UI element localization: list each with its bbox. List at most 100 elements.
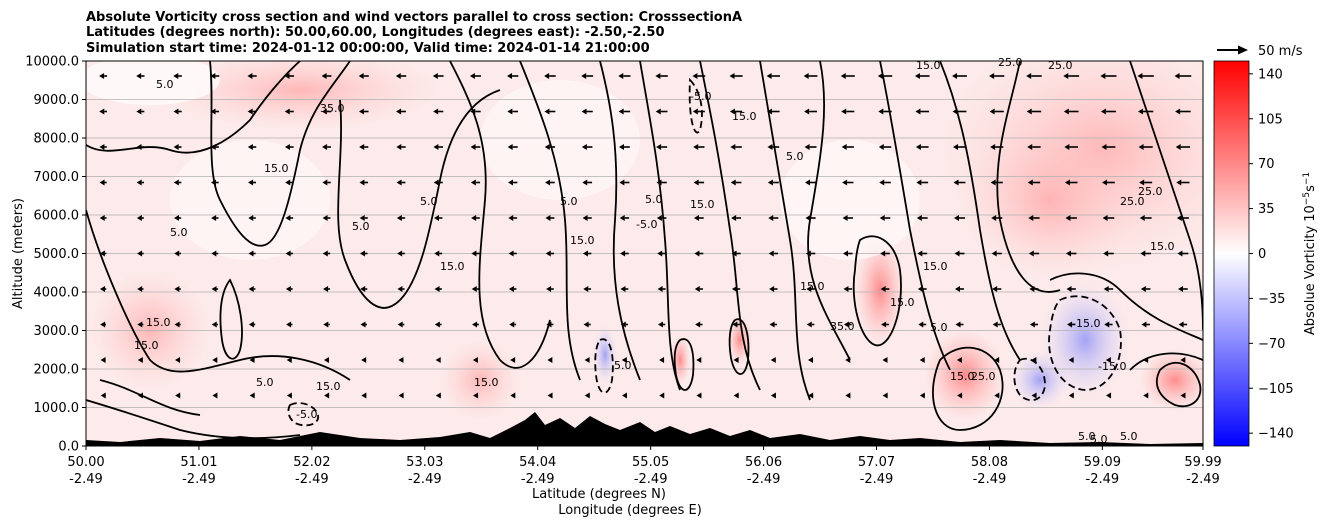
contour-label: 5.0 xyxy=(930,321,948,334)
colorbar-tick-label: 140 xyxy=(1258,67,1283,82)
x-tick-label-latitude: 53.03 xyxy=(406,455,443,470)
wind-arrow xyxy=(1063,73,1080,79)
wind-arrow xyxy=(100,286,107,292)
contour-label: 15.0 xyxy=(440,260,465,273)
wind-arrow xyxy=(99,108,107,115)
wind-arrow xyxy=(1102,179,1115,186)
wind-arrow xyxy=(1143,357,1149,363)
wind-arrow xyxy=(731,250,741,257)
contour-label: 25.0 xyxy=(1138,185,1163,198)
wind-arrow xyxy=(804,108,817,115)
x-tick-label-longitude: -2.49 xyxy=(408,472,442,487)
wind-arrow xyxy=(286,357,292,363)
wind-arrow xyxy=(173,144,182,150)
wind-arrow xyxy=(175,357,181,363)
wind-arrow xyxy=(992,286,1002,292)
wind-arrow xyxy=(1180,392,1186,399)
wind-arrow xyxy=(247,73,257,79)
wind-arrow xyxy=(915,144,929,150)
wind-arrow xyxy=(508,286,517,292)
wind-arrow xyxy=(806,321,815,328)
fill-blob xyxy=(855,235,905,345)
wind-vectors xyxy=(99,73,1192,399)
colorbar-tick-label: 35 xyxy=(1258,202,1275,217)
wind-arrow xyxy=(696,357,702,363)
wind-arrow xyxy=(174,215,182,221)
grid-lines xyxy=(86,99,1203,408)
wind-arrow xyxy=(1104,321,1113,328)
wind-arrow xyxy=(768,250,778,257)
wind-arrow xyxy=(435,357,441,363)
x-tick-label-latitude: 59.09 xyxy=(1084,455,1121,470)
wind-arrow xyxy=(210,73,220,79)
x-tick-label-longitude: -2.49 xyxy=(69,472,103,487)
wind-arrow xyxy=(211,321,218,328)
wind-arrow xyxy=(397,321,405,328)
wind-arrow xyxy=(1175,144,1191,150)
wind-arrow xyxy=(136,73,145,79)
wind-arrow xyxy=(284,108,294,115)
contour-line xyxy=(932,346,1004,431)
wind-arrow xyxy=(137,250,144,257)
wind-arrow xyxy=(136,144,145,150)
y-tick-label: 6000.0 xyxy=(34,209,80,224)
fill-blob xyxy=(1140,350,1203,410)
wind-arrow xyxy=(1064,144,1079,150)
wind-arrow xyxy=(545,215,555,221)
x-tick-label-latitude: 54.04 xyxy=(519,455,556,470)
wind-arrow xyxy=(621,392,627,399)
wind-arrow xyxy=(1177,250,1189,257)
colorbar-tick-label: −140 xyxy=(1258,427,1294,442)
wind-arrow xyxy=(692,108,705,115)
wind-arrow xyxy=(731,286,741,292)
wind-arrow xyxy=(396,108,406,115)
wind-arrow xyxy=(803,73,818,79)
wind-arrow xyxy=(470,108,481,115)
contour-label: 15.0 xyxy=(950,370,975,383)
wind-arrow xyxy=(952,73,967,79)
wind-arrow xyxy=(472,321,479,328)
x-axis: 50.00 -2.49 51.01 -2.49 52.02 -2.49 53.03 -2.49… xyxy=(67,446,1222,487)
wind-arrow xyxy=(284,73,295,79)
wind-arrow xyxy=(655,73,668,79)
fill-blob xyxy=(480,80,640,200)
wind-arrow xyxy=(100,321,107,328)
wind-arrow xyxy=(584,392,590,399)
wind-arrow xyxy=(248,250,256,257)
contour-label: 5.0 xyxy=(256,376,274,389)
wind-arrow xyxy=(693,144,705,150)
wind-arrow xyxy=(618,108,631,115)
wind-arrow xyxy=(175,392,181,399)
wind-arrow xyxy=(322,250,331,257)
wind-arrow xyxy=(919,357,925,363)
wind-arrow xyxy=(323,321,330,328)
title-line-3: Simulation start time: 2024-01-12 00:00:… xyxy=(86,41,650,56)
fill-blob xyxy=(86,61,220,105)
wind-arrow xyxy=(1067,321,1076,328)
wind-arrow xyxy=(767,108,780,115)
wind-arrow xyxy=(508,250,517,257)
colorbar-ticks: −140 −105 −70 −35 0 35 70 105 140 xyxy=(1249,67,1294,442)
wind-arrow xyxy=(729,73,743,79)
negative-contour xyxy=(1048,295,1122,391)
contour-label: 5.0 xyxy=(1120,430,1138,443)
wind-arrow xyxy=(692,73,706,79)
contour-label: 5.0 xyxy=(614,359,632,372)
contour-labels: 5.0 15.0 25.0 35.0 -5.0 -15.0 15.0 5.0 1… xyxy=(134,56,1175,446)
contour-line xyxy=(728,318,750,375)
wind-arrow xyxy=(99,179,107,186)
wind-arrow xyxy=(1178,286,1188,292)
wind-arrow xyxy=(173,108,182,115)
wind-arrow xyxy=(546,321,554,328)
wind-arrow xyxy=(470,144,481,150)
wind-arrow xyxy=(917,250,928,257)
wind-arrow xyxy=(434,250,443,257)
fill-blob xyxy=(960,120,1140,280)
wind-arrow xyxy=(696,392,702,399)
contour-label: 35.0 xyxy=(830,320,855,333)
wind-arrow xyxy=(694,215,704,221)
title-line-2: Latitudes (degrees north): 50.00,60.00, … xyxy=(86,25,665,40)
wind-arrow xyxy=(507,108,519,115)
x-tick-label-longitude: -2.49 xyxy=(860,472,894,487)
wind-arrow xyxy=(916,179,929,186)
